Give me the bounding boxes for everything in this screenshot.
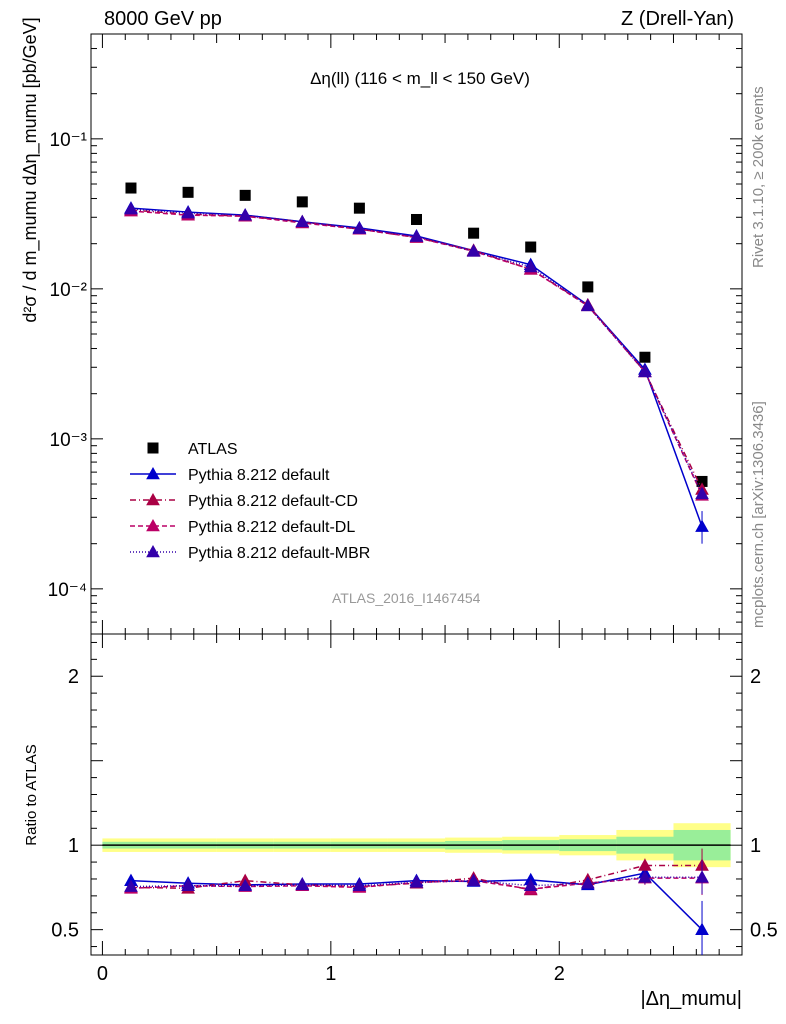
ratio-point-3 <box>638 870 652 883</box>
y-tick-label-ratio-left: 0.5 <box>51 920 79 942</box>
atlas-point <box>182 186 194 198</box>
atlas-point <box>639 351 651 363</box>
ratio-point-3 <box>695 870 709 883</box>
legend-marker-4 <box>146 544 160 558</box>
ratio-point-3 <box>124 879 138 892</box>
legend-label: Pythia 8.212 default <box>188 467 330 484</box>
legend-label: ATLAS <box>188 441 238 458</box>
legend-label: Pythia 8.212 default-MBR <box>188 545 370 562</box>
atlas-point <box>525 241 537 253</box>
ratio-point-3 <box>523 878 538 892</box>
mc-point-4 <box>523 259 538 273</box>
atlas-point <box>125 182 137 194</box>
y-tick-label-ratio-left: 2 <box>68 666 79 688</box>
y-tick-label-ratio-right: 1 <box>750 835 761 857</box>
atlas-point <box>468 227 480 239</box>
mc-point-4 <box>638 364 652 378</box>
ratio-point-0 <box>695 922 709 935</box>
mc-point-4 <box>181 206 195 219</box>
main-frame <box>90 33 743 635</box>
ratio-point-3 <box>466 873 481 886</box>
ratio-point-3 <box>352 878 367 892</box>
atlas-point <box>296 196 308 208</box>
ratio-frame <box>90 633 743 956</box>
atlas-point <box>411 213 422 225</box>
y-tick-label-main: 10⁻² <box>50 280 88 301</box>
y-tick-label-ratio-right: 0.5 <box>750 920 778 942</box>
mc-point-4 <box>238 208 253 221</box>
analysis-tag: ATLAS_2016_I1467454 <box>332 590 481 606</box>
mc-point-4 <box>466 244 481 257</box>
y-tick-label-ratio-left: 1 <box>68 835 79 857</box>
atlas-point <box>239 189 251 201</box>
ratio-point-3 <box>181 878 195 892</box>
y-tick-label-ratio-right: 2 <box>750 666 761 688</box>
legend-marker-2 <box>146 492 160 506</box>
atlas-point <box>696 475 708 487</box>
ratio-point-3 <box>580 876 595 889</box>
legend-marker-1 <box>146 466 160 480</box>
main-title: Δη(ll) (116 < m_ll < 150 GeV) <box>310 69 530 88</box>
header-left: 8000 GeV pp <box>104 8 222 30</box>
main-y-axis-label: d²σ / d m_mumu dΔη_mumu [pb/GeV] <box>20 17 41 322</box>
mc-point-4 <box>580 298 595 312</box>
legend-marker-atlas <box>147 442 159 454</box>
ratio-y-axis-label: Ratio to ATLAS <box>23 744 40 845</box>
mc-point-4 <box>124 202 138 215</box>
x-tick-label: 1 <box>325 963 336 985</box>
mc-point-4 <box>409 229 424 242</box>
x-tick-label: 2 <box>554 963 565 985</box>
mc-point-4 <box>295 214 310 228</box>
legend-label: Pythia 8.212 default-DL <box>188 519 355 536</box>
y-tick-label-main: 10⁻⁴ <box>48 580 87 601</box>
x-axis-label: |Δη_mumu| <box>640 988 742 1010</box>
header-right: Z (Drell-Yan) <box>621 8 734 30</box>
ratio-point-3 <box>238 878 253 892</box>
atlas-point <box>582 281 594 293</box>
x-tick-label: 0 <box>97 963 108 985</box>
y-tick-label-main: 10⁻³ <box>50 430 88 451</box>
mc-point-4 <box>352 221 367 234</box>
mc-point-4 <box>695 486 709 500</box>
y-tick-label-main: 10⁻¹ <box>50 130 88 151</box>
legend-marker-3 <box>146 518 160 532</box>
ratio-point-3 <box>295 877 310 891</box>
legend-label: Pythia 8.212 default-CD <box>188 493 358 510</box>
atlas-point <box>353 202 365 214</box>
ratio-point-3 <box>409 875 424 888</box>
